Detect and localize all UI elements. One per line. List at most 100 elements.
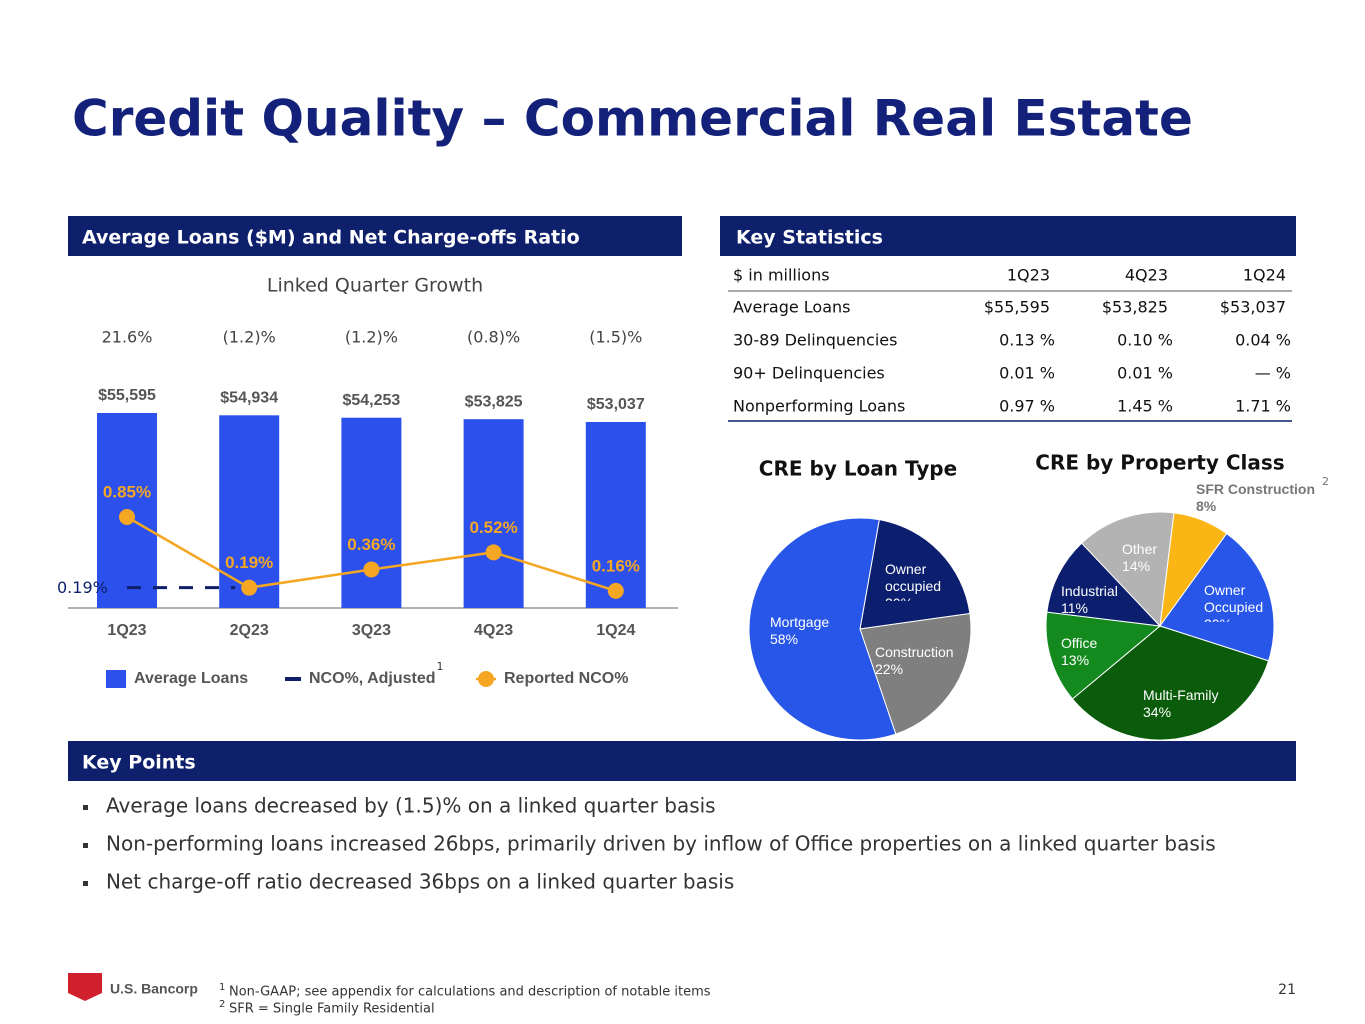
line-point [241, 579, 258, 596]
bar [219, 415, 280, 608]
pie-label-name: Mortgage [770, 614, 830, 630]
bar [585, 421, 646, 608]
pie-label-value: 20% [885, 595, 965, 601]
pie-label-name: Owner occupied [885, 561, 942, 594]
table-cell: 0.97 % [999, 397, 1055, 416]
pie-label-value: 14% [1122, 558, 1151, 574]
pie-label-name: Other [1122, 541, 1158, 557]
pie-label-box: Multi-Family 34% [1143, 687, 1223, 721]
pie-label-value: 20% [1204, 616, 1284, 622]
table-cell: 0.01 % [999, 364, 1055, 383]
footnote-ref: 1 [437, 660, 444, 673]
bar [463, 419, 524, 608]
table-cell: Average Loans [733, 298, 851, 317]
key-point: Non-performing loans increased 26bps, pr… [106, 832, 1216, 856]
pie-slice [859, 519, 971, 630]
footnote-ref: 1 [219, 982, 225, 993]
pie-label-value: 8% [1196, 498, 1217, 514]
bullet [83, 805, 88, 810]
legend-label: NCO%, Adjusted [309, 670, 436, 687]
growth-label: (1.2)% [223, 328, 276, 347]
growth-label: (1.2)% [345, 328, 398, 347]
pie-label: Owner Occupied20% [1204, 582, 1284, 622]
footnote-text: Non-GAAP; see appendix for calculations … [229, 985, 711, 1000]
table-cell: Nonperforming Loans [733, 397, 905, 416]
bar-value-label: $54,253 [342, 392, 400, 409]
line-value-label: 0.52% [469, 518, 517, 537]
panel-header [68, 741, 1296, 781]
legend-swatch [106, 670, 126, 688]
chart-subtitle: Linked Quarter Growth [267, 275, 483, 297]
logo-mark [68, 973, 102, 1001]
growth-label: 21.6% [102, 328, 153, 347]
table-cell: 0.01 % [1117, 364, 1173, 383]
pie-label-value: 58% [770, 631, 799, 647]
table-cell: $53,037 [1220, 298, 1286, 317]
pie-label-box: Mortgage 58% [770, 614, 850, 648]
table-header: 4Q23 [1125, 266, 1168, 285]
pie-label-box: SFR Construction 8% [1196, 481, 1336, 515]
table-cell: $53,825 [1102, 298, 1168, 317]
legend-label: Average Loans [134, 670, 248, 687]
line-point [363, 561, 380, 578]
panel-header [720, 216, 1296, 256]
pie-label-name: SFR Construction [1196, 481, 1315, 497]
logo-text: U.S. Bancorp [110, 981, 198, 997]
line-point [119, 509, 135, 525]
pie-label-box: Construction 22% [875, 644, 955, 678]
x-tick-label: 4Q23 [474, 622, 513, 639]
pie-slice [1045, 611, 1162, 700]
footnote-ref: 2 [219, 999, 225, 1010]
line-value-label: 0.19% [225, 553, 273, 572]
panel-title: Average Loans ($M) and Net Charge-offs R… [82, 227, 580, 249]
table-cell: 30-89 Delinquencies [733, 331, 897, 350]
pie-title: CRE by Property Class [1035, 451, 1284, 475]
line-value-label: 0.16% [592, 556, 640, 575]
bar-value-label: $53,825 [465, 393, 523, 410]
pie-label-name: Construction [875, 644, 954, 660]
pie-label-box: Owner occupied20% [885, 561, 965, 601]
pie-slice [1159, 532, 1275, 662]
pie-label-name: Industrial [1061, 583, 1118, 599]
pie-label-value: 11% [1061, 600, 1088, 616]
line-value-label: 0.85% [103, 482, 151, 501]
legend-swatch [478, 671, 494, 687]
bar-value-label: $55,595 [98, 387, 156, 404]
growth-label: (0.8)% [467, 328, 520, 347]
line-value-label: 0.36% [347, 535, 395, 554]
pie-label-value: 13% [1061, 652, 1090, 668]
slide-title: Credit Quality – Commercial Real Estate [72, 90, 1193, 148]
pie-label-value: 34% [1143, 704, 1172, 720]
footnote-text: SFR = Single Family Residential [229, 1002, 435, 1017]
line-value-label: 0.19% [57, 578, 108, 597]
table-cell: $55,595 [984, 298, 1050, 317]
x-tick-label: 2Q23 [230, 622, 269, 639]
pie-label-value: 22% [875, 661, 904, 677]
table-header: $ in millions [733, 266, 830, 285]
pie-label-name: Office [1061, 635, 1098, 651]
x-tick-label: 3Q23 [352, 622, 391, 639]
pie-slice [859, 612, 972, 735]
pie-title: CRE by Loan Type [759, 457, 957, 481]
pie-slice [748, 517, 897, 741]
table-cell: 0.10 % [1117, 331, 1173, 350]
panel-header [68, 216, 682, 256]
pie-label-name: Owner Occupied [1204, 582, 1264, 615]
footnote-ref: 2 [1322, 475, 1329, 488]
line-point [485, 544, 502, 561]
page-number: 21 [1278, 982, 1296, 998]
bar [341, 417, 402, 608]
x-tick-label: 1Q24 [596, 622, 635, 639]
table-cell: 0.04 % [1235, 331, 1291, 350]
key-point: Net charge-off ratio decreased 36bps on … [106, 870, 734, 894]
table-cell: 0.13 % [999, 331, 1055, 350]
pie-slice [1071, 625, 1270, 741]
legend-label: Reported NCO% [504, 670, 628, 687]
panel-title: Key Statistics [736, 227, 883, 249]
